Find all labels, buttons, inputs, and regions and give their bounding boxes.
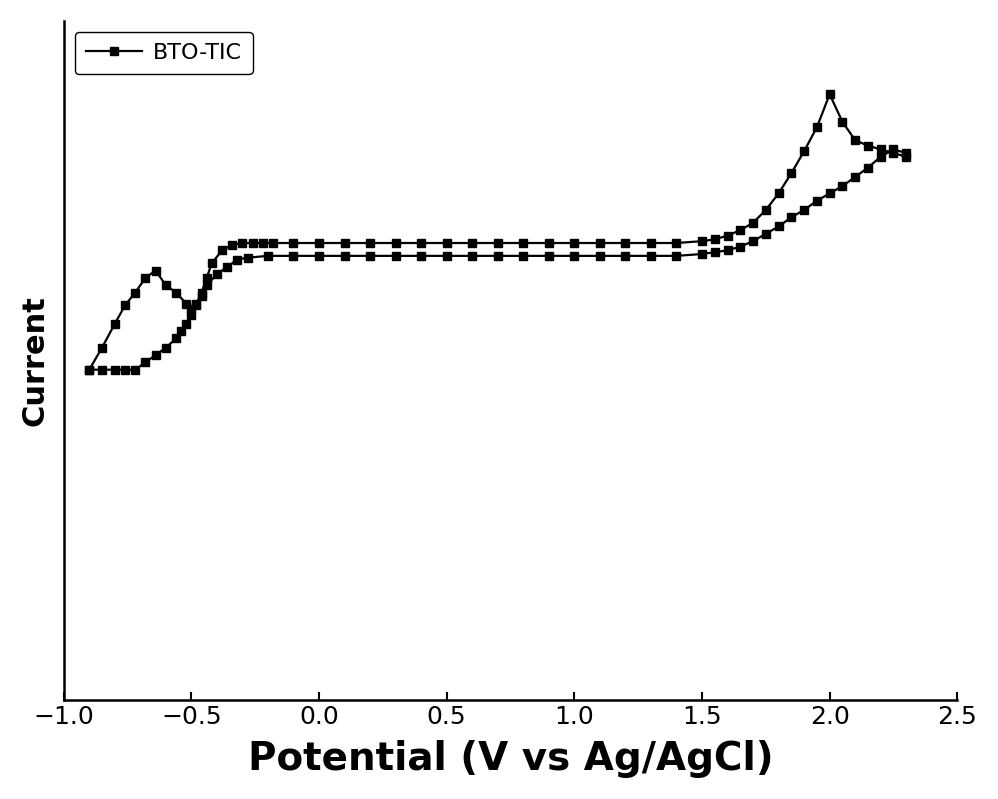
Line: BTO-TIC: BTO-TIC [85, 90, 910, 374]
X-axis label: Potential (V vs Ag/AgCl): Potential (V vs Ag/AgCl) [248, 740, 773, 778]
BTO-TIC [543, 251, 555, 260]
BTO-TIC [568, 238, 580, 248]
BTO-TIC [287, 251, 299, 260]
BTO-TIC [83, 365, 95, 375]
BTO-TIC [150, 350, 162, 360]
BTO-TIC [415, 251, 427, 260]
BTO-TIC [83, 365, 95, 375]
Legend: BTO-TIC: BTO-TIC [75, 32, 252, 74]
Y-axis label: Current: Current [21, 295, 50, 426]
BTO-TIC [823, 89, 835, 99]
BTO-TIC [186, 310, 198, 320]
